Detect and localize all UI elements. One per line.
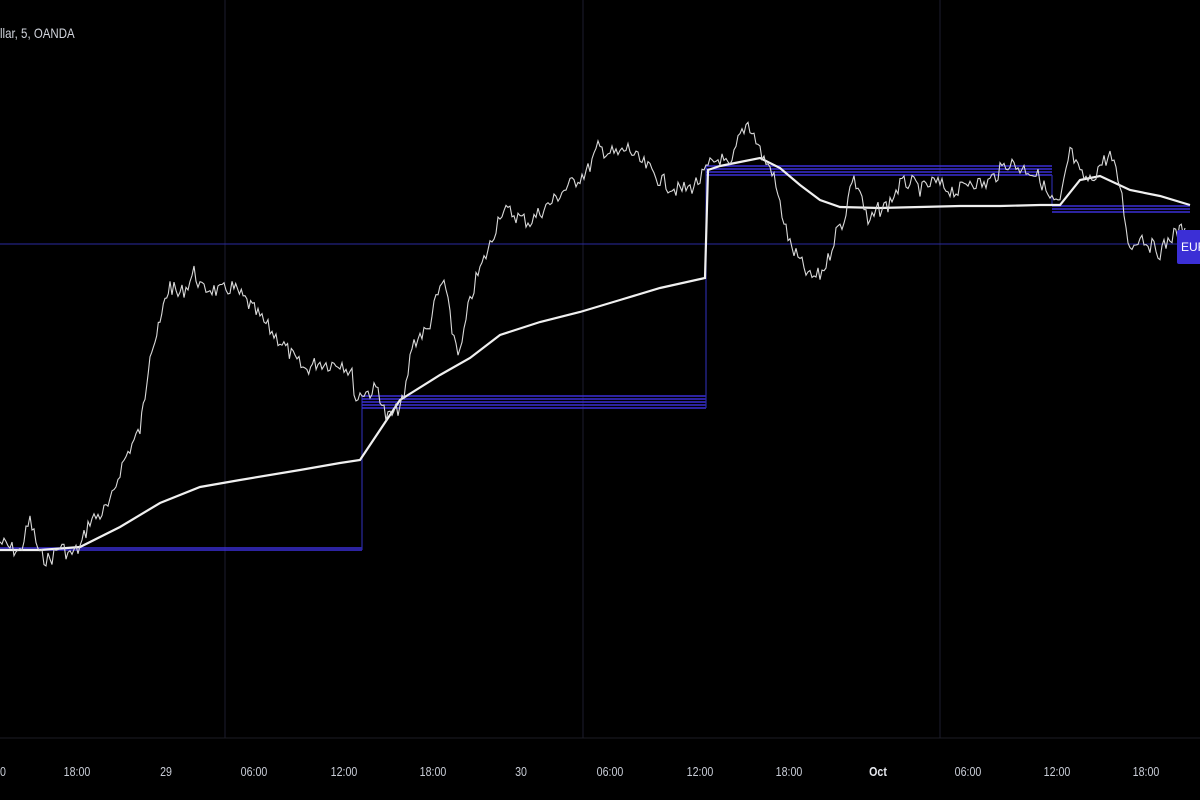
x-tick-label-13: 18:00	[1133, 764, 1160, 779]
x-tick-label-0: 0	[0, 764, 6, 779]
x-tick-label-4: 12:00	[331, 764, 358, 779]
x-tick-label-7: 06:00	[597, 764, 624, 779]
price-tag: EUR	[1177, 230, 1200, 264]
x-tick-label-3: 06:00	[241, 764, 268, 779]
x-tick-label-2: 29	[160, 764, 172, 779]
x-tick-label-11: 06:00	[955, 764, 982, 779]
level-lines	[0, 165, 1190, 551]
chart-grid	[224, 0, 941, 738]
x-tick-label-6: 30	[515, 764, 527, 779]
time-axis: 0 18:00 29 06:00 12:00 18:00 30 06:00 12:00 18:00…	[0, 764, 1160, 779]
x-tick-label-5: 18:00	[420, 764, 447, 779]
symbol-header: llar, 5, OANDA	[0, 25, 75, 41]
moving-average-line	[0, 156, 1191, 552]
price-line	[0, 121, 1186, 567]
x-tick-label-1: 18:00	[64, 764, 91, 779]
x-tick-label-9: 18:00	[776, 764, 803, 779]
x-tick-label-12: 12:00	[1044, 764, 1071, 779]
x-tick-label-8: 12:00	[687, 764, 714, 779]
x-tick-label-10: Oct	[869, 764, 887, 779]
